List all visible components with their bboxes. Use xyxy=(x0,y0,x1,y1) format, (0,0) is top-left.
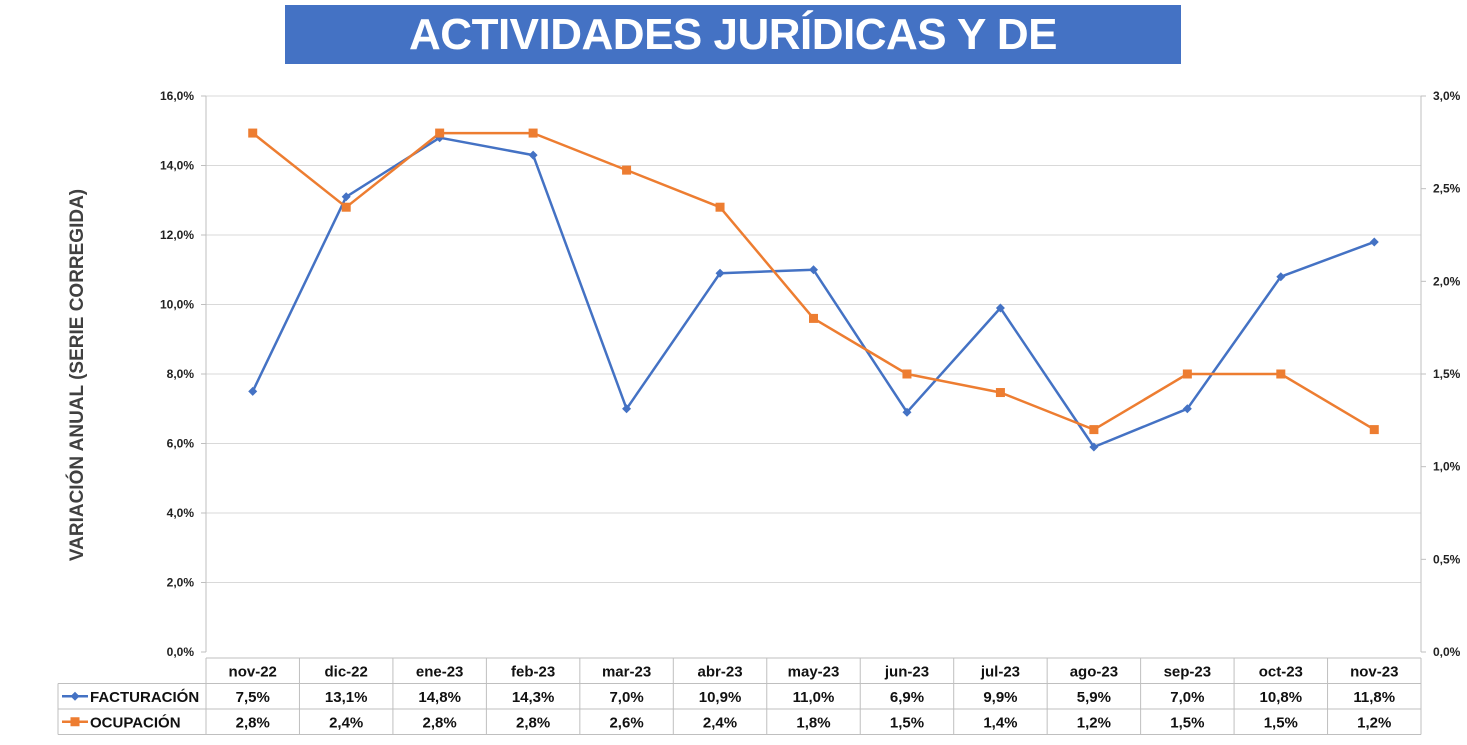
series-line-facturación xyxy=(251,136,1375,449)
x-tick-label: nov-22 xyxy=(229,663,277,680)
legend-marker xyxy=(70,691,80,701)
data-table: nov-22 dic-22 ene-23 feb-23 mar-23 abr-23 may-… xyxy=(57,657,1422,735)
data-point xyxy=(248,386,258,396)
data-point xyxy=(1182,404,1192,414)
data-label: 1,5% xyxy=(1170,714,1204,731)
data-label: 2,4% xyxy=(703,714,737,731)
data-label: 6,9% xyxy=(890,689,924,706)
data-label: 14,8% xyxy=(418,689,461,706)
x-tick-label: feb-23 xyxy=(511,663,555,680)
data-point xyxy=(995,388,1005,398)
y2-tick-label: 1,5% xyxy=(1433,367,1461,381)
data-point xyxy=(1182,369,1192,379)
y2-axis-ticks: 0,0% 0,5% 1,0% 1,5% 2,0% 2,5% 3,0% xyxy=(1421,89,1461,659)
series-markers xyxy=(248,128,1379,452)
data-label: 14,3% xyxy=(512,689,555,706)
series-lines xyxy=(251,131,1375,449)
y2-tick-label: 2,0% xyxy=(1433,274,1461,288)
y-tick-label: 12,0% xyxy=(160,228,194,242)
data-point xyxy=(1276,272,1286,282)
data-label: 7,0% xyxy=(1170,689,1204,706)
x-tick-label: ene-23 xyxy=(416,663,464,680)
x-tick-label: jun-23 xyxy=(884,663,929,680)
data-label: 11,0% xyxy=(793,689,835,706)
data-label: 7,5% xyxy=(236,689,270,706)
y2-tick-label: 0,0% xyxy=(1433,645,1461,659)
data-label: 2,8% xyxy=(423,714,457,731)
data-point xyxy=(809,313,818,323)
data-label: 1,8% xyxy=(796,714,830,731)
data-label: 10,8% xyxy=(1260,689,1303,706)
data-label: 13,1% xyxy=(325,689,368,706)
data-point xyxy=(902,369,912,379)
data-label: 1,2% xyxy=(1077,714,1111,731)
x-tick-label: dic-22 xyxy=(325,663,368,680)
data-point xyxy=(995,303,1005,313)
data-label: 2,8% xyxy=(516,714,550,731)
data-point xyxy=(1369,425,1379,435)
data-point xyxy=(715,268,725,278)
y-tick-label: 6,0% xyxy=(167,437,195,451)
data-point xyxy=(1369,237,1379,247)
y2-tick-label: 1,0% xyxy=(1433,460,1461,474)
data-label: 1,5% xyxy=(890,714,924,731)
data-point xyxy=(1276,369,1286,379)
x-tick-label: jul-23 xyxy=(980,663,1020,680)
data-point xyxy=(715,202,725,212)
data-label: 9,9% xyxy=(983,689,1017,706)
data-label: 1,5% xyxy=(1264,714,1298,731)
data-label: 2,4% xyxy=(329,714,363,731)
y-tick-label: 0,0% xyxy=(167,645,195,659)
y-axis-label: VARIACIÓN ANUAL (SERIE CORREGIDA) xyxy=(66,189,88,561)
data-label: 11,8% xyxy=(1353,689,1395,706)
x-tick-label: ago-23 xyxy=(1070,663,1118,680)
data-point xyxy=(902,407,912,417)
data-label: 1,4% xyxy=(983,714,1017,731)
legend-marker xyxy=(70,717,80,727)
x-tick-label: may-23 xyxy=(788,663,840,680)
y-tick-label: 2,0% xyxy=(167,576,195,590)
data-point xyxy=(528,128,538,138)
x-tick-label: mar-23 xyxy=(602,663,651,680)
chart-title: ACTIVIDADES JURÍDICAS Y DE CONSULTORÍA xyxy=(285,5,1181,118)
data-point xyxy=(809,265,818,275)
legend-label: FACTURACIÓN xyxy=(90,688,199,706)
data-point xyxy=(528,150,538,160)
data-point xyxy=(622,404,632,414)
y-tick-label: 10,0% xyxy=(160,298,194,312)
data-label: 2,6% xyxy=(609,714,643,731)
y2-tick-label: 0,5% xyxy=(1433,552,1461,566)
y-tick-label: 8,0% xyxy=(167,367,195,381)
y-tick-label: 4,0% xyxy=(167,506,195,520)
data-point xyxy=(622,165,632,175)
series-line-ocupación xyxy=(251,131,1375,431)
y2-tick-label: 3,0% xyxy=(1433,89,1461,103)
data-point xyxy=(248,128,258,138)
data-point xyxy=(1089,442,1099,452)
data-label: 2,8% xyxy=(236,714,270,731)
data-point xyxy=(435,128,445,138)
x-tick-label: oct-23 xyxy=(1259,663,1303,680)
data-label: 10,9% xyxy=(699,689,742,706)
data-label: 7,0% xyxy=(609,689,643,706)
y-tick-label: 14,0% xyxy=(160,159,194,173)
data-point xyxy=(341,192,351,202)
data-point xyxy=(341,202,351,212)
y-tick-label: 16,0% xyxy=(160,89,194,103)
data-label: 1,2% xyxy=(1357,714,1391,731)
y2-tick-label: 2,5% xyxy=(1433,182,1461,196)
data-point xyxy=(1089,425,1099,435)
legend-label: OCUPACIÓN xyxy=(90,713,181,731)
y-axis-ticks: 0,0% 2,0% 4,0% 6,0% 8,0% 10,0% 12,0% 14,0% 16,0% xyxy=(160,89,206,659)
x-tick-label: sep-23 xyxy=(1164,663,1212,680)
data-label: 5,9% xyxy=(1077,689,1111,706)
x-tick-label: nov-23 xyxy=(1350,663,1398,680)
x-tick-label: abr-23 xyxy=(698,663,743,680)
